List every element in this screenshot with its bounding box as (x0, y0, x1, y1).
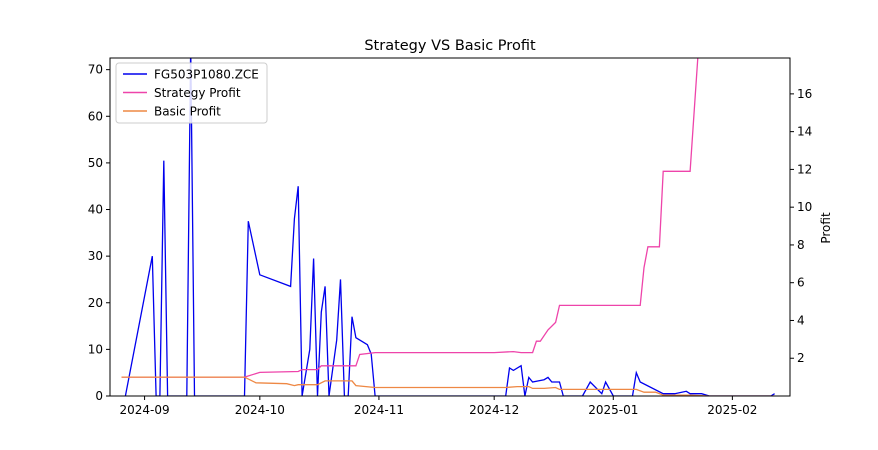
y-left-tick-label-6: 60 (88, 109, 103, 123)
y-left-tick-label-5: 50 (88, 156, 103, 170)
series-line-0 (124, 58, 775, 396)
series-line-2 (121, 376, 775, 396)
x-tick-label-5: 2025-02 (707, 403, 757, 417)
legend-label-2: Basic Profit (154, 105, 221, 119)
legend-label-1: Strategy Profit (154, 86, 241, 100)
legend-box (115, 62, 268, 124)
y-left-tick-label-2: 20 (88, 296, 103, 310)
x-tick-label-0: 2024-09 (120, 403, 170, 417)
y-left-tick-label-4: 40 (88, 203, 103, 217)
x-tick-label-3: 2024-12 (469, 403, 519, 417)
y-left-tick-label-1: 10 (88, 342, 103, 356)
y-right-tick-label-3: 8 (797, 238, 805, 252)
legend-label-0: FG503P1080.ZCE (154, 68, 259, 82)
y-right-tick-label-6: 14 (797, 125, 812, 139)
x-tick-label-4: 2025-01 (588, 403, 638, 417)
y-right-tick-label-7: 16 (797, 87, 812, 101)
series-line-1 (121, 58, 699, 378)
y-left-tick-label-3: 30 (88, 249, 103, 263)
right-axis-label: Profit (819, 212, 833, 244)
axes-layer: 2024-09 2024-10 2024-11 2024-12 2025-01 2025-… (88, 57, 812, 417)
chart-title: Strategy VS Basic Profit (364, 38, 536, 54)
y-right-tick-label-0: 2 (797, 351, 805, 365)
legend: FG503P1080.ZCE Strategy Profit Basic Profi… (115, 62, 268, 124)
y-left-tick-label-0: 0 (95, 389, 103, 403)
y-left-tick-label-7: 70 (88, 63, 103, 77)
y-right-tick-label-1: 4 (797, 313, 805, 327)
y-right-tick-label-4: 10 (797, 200, 812, 214)
plot-frame (109, 57, 791, 397)
series-layer (121, 58, 775, 396)
x-tick-label-1: 2024-10 (235, 403, 285, 417)
x-tick-label-2: 2024-11 (354, 403, 404, 417)
y-right-tick-label-2: 6 (797, 276, 805, 290)
y-right-tick-label-5: 12 (797, 162, 812, 176)
